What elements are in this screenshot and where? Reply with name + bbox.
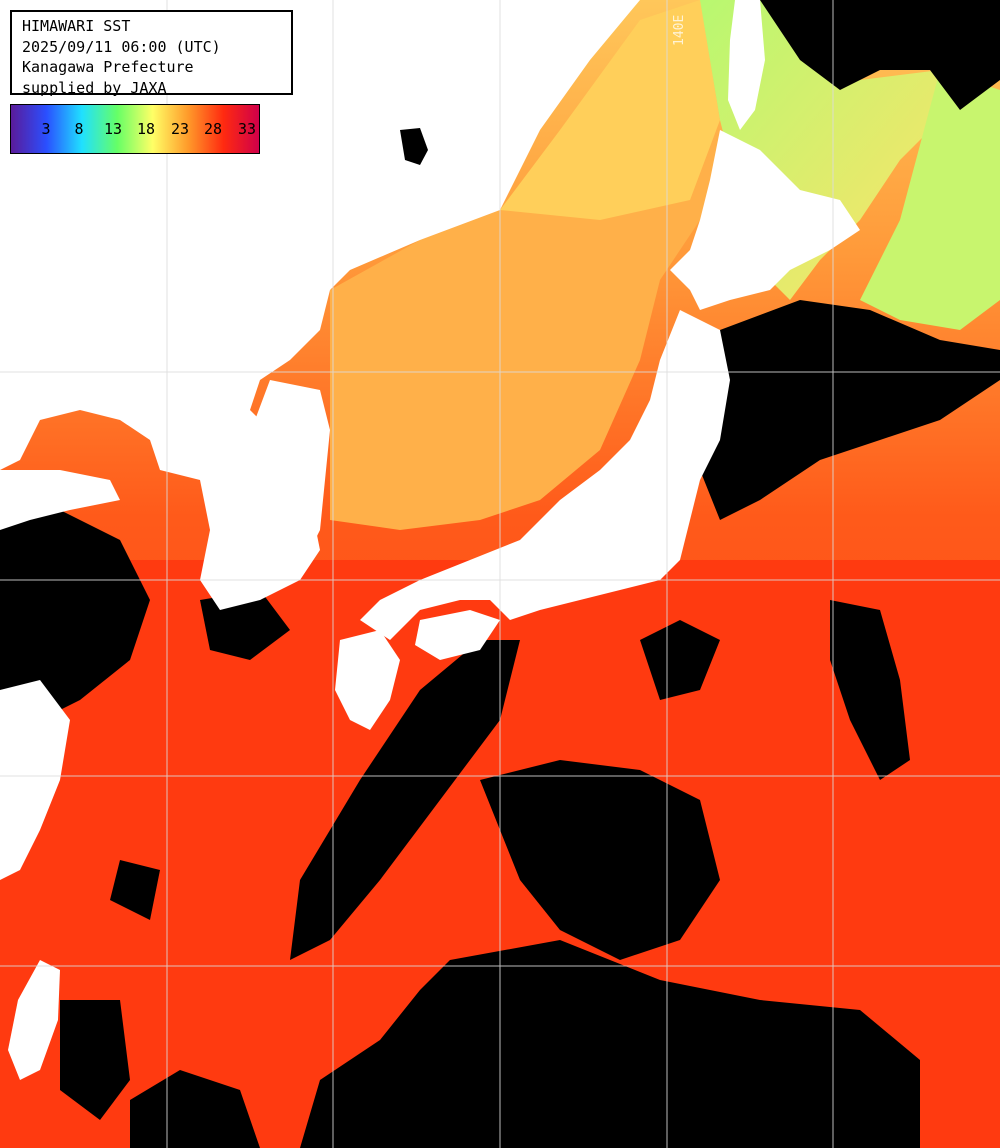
lat-40-label: 40N: [18, 352, 42, 367]
cloud-mass: [110, 860, 160, 920]
cloud-mass: [830, 600, 910, 780]
cloud-mass: [60, 1000, 130, 1120]
land-island: [400, 128, 428, 165]
data-source: supplied by JAXA: [22, 78, 167, 97]
land-kyushu: [335, 630, 400, 730]
land-honshu: [360, 310, 730, 640]
cloud-mass: [700, 300, 1000, 520]
cloud-mass: [130, 1070, 260, 1148]
land-taiwan: [8, 960, 60, 1080]
land-sakhalin: [728, 0, 765, 130]
timestamp: 2025/09/11 06:00 (UTC): [22, 37, 221, 56]
land-shandong: [0, 470, 120, 530]
japan-sea-north: [500, 0, 720, 220]
provider-prefecture: Kanagawa Prefecture: [22, 58, 194, 76]
legend-tick: 3: [41, 120, 51, 138]
product-title: HIMAWARI SST: [22, 17, 131, 35]
land-china-coast: [0, 680, 70, 880]
legend-tick: 8: [74, 120, 84, 138]
land-korea: [210, 380, 330, 600]
legend-tick: 13: [103, 120, 123, 138]
land-shikoku: [415, 610, 500, 660]
legend-tick: 23: [170, 120, 190, 138]
lon-140-label: 140E: [672, 14, 687, 46]
legend-tick: 28: [203, 120, 223, 138]
cloud-mass: [760, 0, 1000, 110]
cloud-mass: [480, 760, 720, 960]
cloud-mass: [0, 510, 150, 730]
lat-30-label: 30N: [18, 758, 42, 773]
cloud-mass: [290, 640, 520, 960]
legend-tick: 33: [237, 120, 257, 138]
legend-ticks: 3 8 13 18 23 28 33: [11, 105, 259, 153]
cloud-mass: [300, 940, 920, 1148]
info-box: HIMAWARI SST 2025/09/11 06:00 (UTC) Kana…: [10, 10, 293, 97]
cold-water-east: [860, 70, 1000, 330]
cloud-mass: [640, 620, 720, 700]
legend-tick: 18: [136, 120, 156, 138]
land-hokkaido: [670, 130, 860, 310]
color-legend: 3 8 13 18 23 28 33: [10, 104, 260, 154]
